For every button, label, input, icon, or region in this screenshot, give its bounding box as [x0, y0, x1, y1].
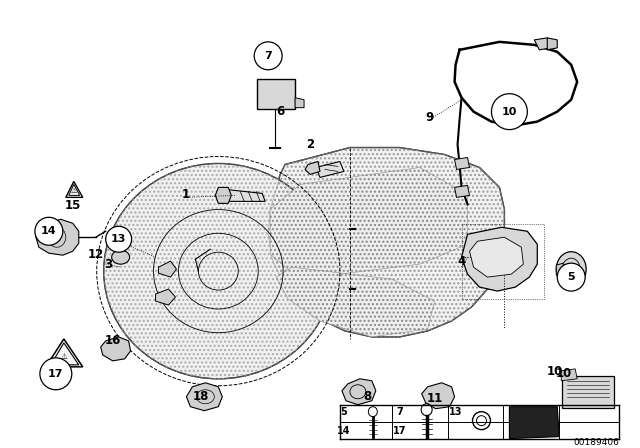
Polygon shape [225, 190, 265, 201]
Circle shape [557, 263, 585, 291]
Polygon shape [316, 161, 344, 177]
Text: 12: 12 [88, 248, 104, 261]
Polygon shape [100, 337, 131, 361]
Polygon shape [46, 339, 83, 367]
Text: 5: 5 [568, 272, 575, 282]
Polygon shape [556, 263, 563, 275]
Text: 15: 15 [65, 199, 81, 212]
Polygon shape [305, 161, 320, 174]
Text: 10: 10 [502, 107, 517, 116]
Ellipse shape [556, 252, 586, 287]
Circle shape [40, 358, 72, 390]
Text: 14: 14 [337, 426, 351, 435]
Circle shape [106, 226, 132, 252]
Polygon shape [36, 220, 79, 255]
Text: 3: 3 [104, 258, 113, 271]
Text: 2: 2 [306, 138, 314, 151]
Circle shape [492, 94, 527, 129]
Text: ⚠: ⚠ [70, 189, 77, 194]
Text: 17: 17 [393, 426, 406, 435]
Polygon shape [276, 267, 435, 337]
Text: 17: 17 [48, 369, 63, 379]
FancyBboxPatch shape [562, 376, 614, 408]
Polygon shape [342, 379, 376, 405]
Polygon shape [454, 185, 470, 198]
Text: 13: 13 [111, 234, 126, 244]
Text: 10: 10 [547, 365, 563, 378]
Text: 11: 11 [426, 392, 443, 405]
Polygon shape [270, 168, 468, 279]
Polygon shape [186, 383, 222, 411]
Ellipse shape [104, 164, 333, 379]
FancyBboxPatch shape [257, 79, 295, 109]
Text: 8: 8 [364, 390, 372, 403]
Polygon shape [534, 38, 551, 50]
Polygon shape [547, 38, 557, 50]
Polygon shape [422, 383, 454, 409]
Polygon shape [454, 158, 470, 169]
Polygon shape [268, 147, 504, 337]
Text: 1: 1 [181, 188, 189, 201]
Polygon shape [215, 187, 231, 203]
Text: 9: 9 [426, 111, 434, 124]
Polygon shape [159, 261, 177, 277]
Ellipse shape [111, 250, 130, 264]
Polygon shape [156, 289, 175, 305]
Text: 4: 4 [458, 254, 466, 267]
Circle shape [254, 42, 282, 70]
Polygon shape [295, 98, 304, 108]
Text: 5: 5 [340, 407, 348, 417]
Polygon shape [66, 181, 83, 198]
Text: 7: 7 [264, 51, 272, 61]
Polygon shape [461, 227, 538, 291]
Polygon shape [470, 237, 524, 277]
Polygon shape [561, 369, 577, 381]
Text: 00189406: 00189406 [573, 438, 619, 447]
Text: 13: 13 [449, 407, 462, 417]
Text: 14: 14 [41, 226, 57, 236]
Circle shape [35, 217, 63, 245]
Text: 10: 10 [556, 367, 572, 380]
Text: ⚠: ⚠ [60, 353, 67, 362]
Text: 16: 16 [104, 334, 121, 347]
Text: 7: 7 [396, 407, 403, 417]
Text: 6: 6 [276, 105, 284, 118]
Text: 18: 18 [192, 390, 209, 403]
Polygon shape [509, 407, 559, 439]
